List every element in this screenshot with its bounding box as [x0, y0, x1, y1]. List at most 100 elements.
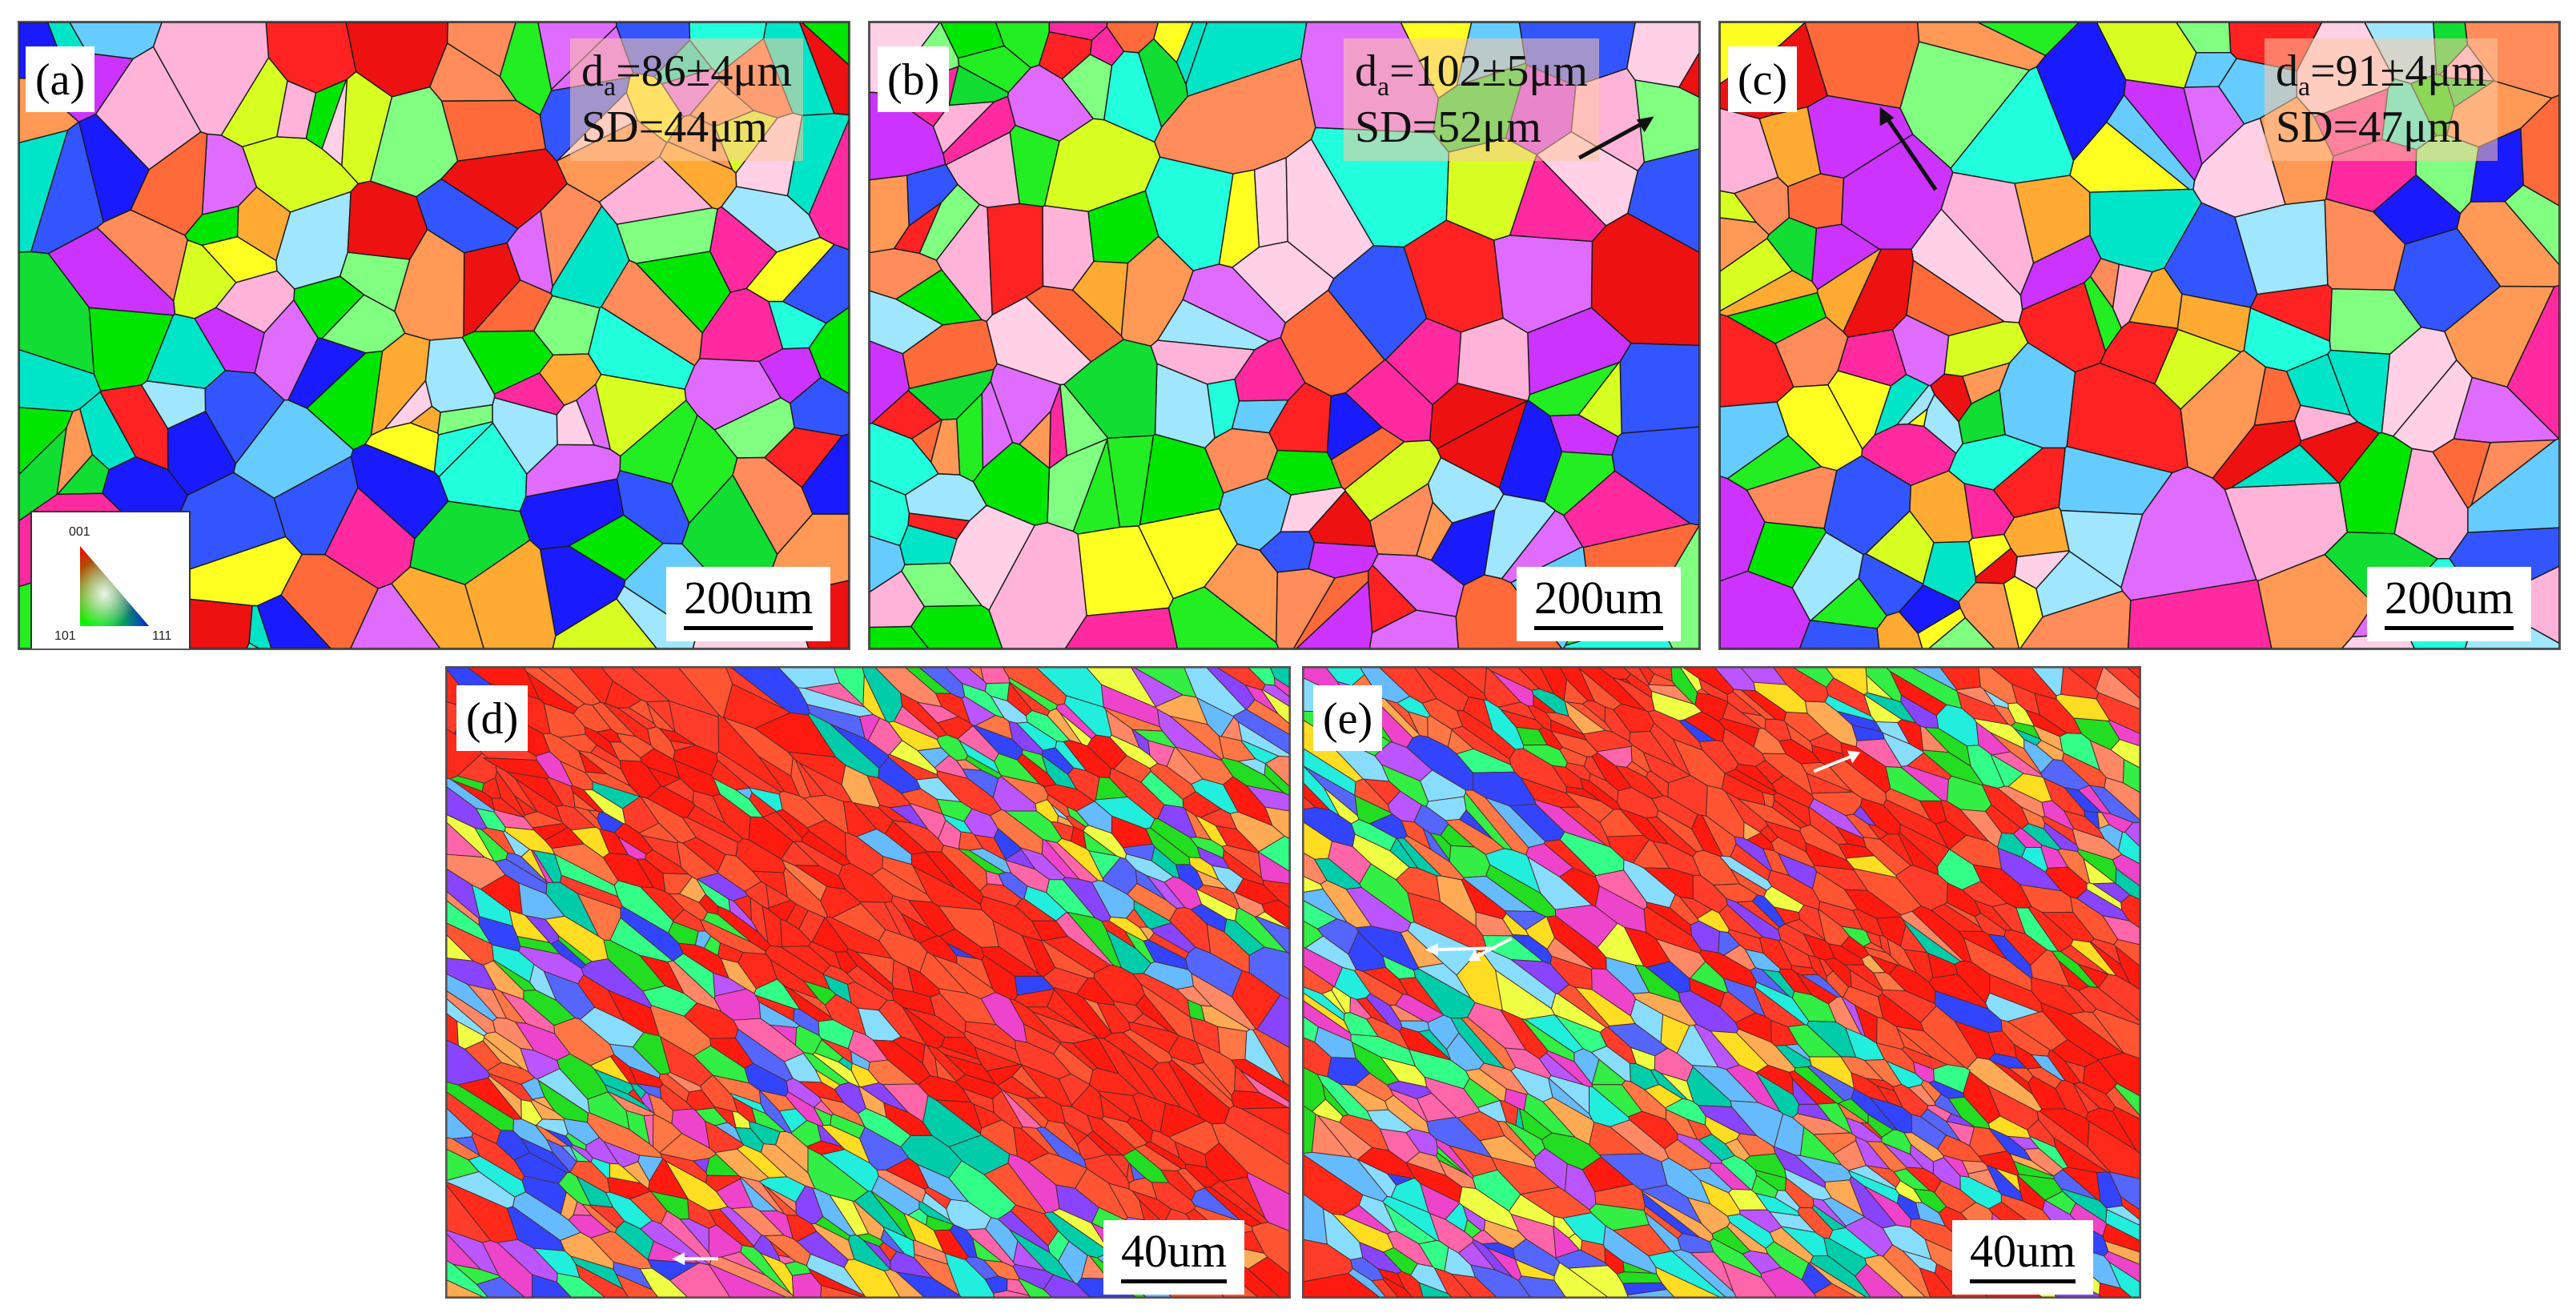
grain: [1212, 865, 1244, 893]
grain: [814, 1038, 844, 1062]
grain: [858, 1107, 911, 1147]
grain: [1123, 1029, 1173, 1063]
grain: [1958, 389, 2006, 445]
grain: [1630, 1046, 1656, 1070]
grain: [737, 1144, 788, 1178]
grain: [2104, 1240, 2140, 1265]
grain: [794, 865, 846, 890]
grain: [593, 1068, 634, 1094]
grain: [2007, 1011, 2068, 1051]
grain: [2087, 1121, 2140, 1179]
grain: [1056, 837, 1104, 882]
grain: [1899, 584, 1961, 634]
ipf-triangle-icon: [80, 546, 149, 626]
grain: [1946, 1113, 1975, 1128]
grain: [1806, 773, 1853, 794]
grain: [798, 1081, 845, 1103]
grain: [1616, 1271, 1662, 1284]
grain: [184, 205, 239, 247]
grain: [461, 330, 554, 395]
grain: [1304, 1000, 1352, 1042]
panel-c-sd: SD=47μm: [2276, 102, 2462, 153]
grain: [855, 951, 894, 985]
grain: [2031, 977, 2085, 1015]
grain: [2055, 1079, 2088, 1119]
grain: [492, 397, 558, 475]
grain: [1248, 946, 1289, 1000]
grain: [721, 186, 822, 253]
grain: [1940, 799, 1989, 842]
grain: [1851, 1088, 1898, 1130]
grain: [1344, 359, 1433, 443]
grain: [1382, 1275, 1413, 1297]
grain: [935, 203, 993, 323]
grain: [2053, 1137, 2108, 1173]
grain: [1132, 1013, 1171, 1032]
grain: [505, 852, 549, 885]
grain: [1009, 1229, 1075, 1283]
grain: [1067, 911, 1122, 969]
grain: [1841, 996, 1866, 1037]
grain: [846, 965, 894, 1002]
grain: [1174, 1141, 1208, 1168]
grain: [1120, 235, 1194, 347]
grain-cells: [870, 22, 1699, 648]
grain: [1538, 1053, 1584, 1086]
grain: [1326, 391, 1383, 460]
grain: [629, 1066, 664, 1088]
grain: [545, 915, 609, 962]
grain: [1720, 107, 1779, 195]
grain: [1667, 774, 1708, 817]
grain: [1304, 876, 1324, 893]
grain: [616, 1274, 659, 1297]
panel-a-ipf-map: (a) da=86±4μm SD=44μm 001 101 111: [18, 21, 850, 650]
grain: [1485, 864, 1557, 917]
grain: [1604, 706, 1631, 742]
grain: [932, 954, 996, 999]
grain: [813, 1106, 832, 1126]
grain: [2044, 866, 2088, 899]
grain: [876, 1169, 926, 1203]
panel-a-scale-bar: 200um: [666, 567, 831, 641]
grain: [1304, 946, 1343, 987]
grain: [981, 954, 1018, 1001]
grain: [1011, 1065, 1047, 1098]
panel-e-scale-label: 40um: [1970, 1225, 2076, 1277]
grain: [1560, 806, 1611, 848]
grain: [2118, 831, 2140, 865]
grain: [1619, 343, 1699, 434]
grain: [1646, 961, 1691, 994]
panel-c-mean-size: da=91±4μm: [2276, 46, 2486, 102]
grain: [647, 1259, 699, 1281]
grain: [768, 300, 827, 350]
grain: [901, 788, 943, 815]
grain: [804, 682, 866, 708]
grain: [2100, 321, 2179, 385]
grain: [1379, 1128, 1421, 1163]
grain: [1001, 1089, 1043, 1129]
grain: [907, 1208, 928, 1226]
grain: [577, 750, 630, 786]
grain: [1758, 936, 1792, 970]
grain: [1963, 483, 2015, 540]
grain: [1863, 946, 1901, 966]
grain: [506, 1206, 565, 1251]
panel-b-grain-stats: da=102±5μm SD=52μm: [1344, 38, 1599, 161]
grain: [1719, 855, 1773, 891]
ipf-label-001: 001: [69, 525, 90, 539]
grain: [1261, 689, 1289, 725]
panel-a-grain-stats: da=86±4μm SD=44μm: [570, 38, 803, 161]
grain: [647, 726, 676, 761]
grain: [601, 668, 669, 703]
grain: [2520, 94, 2559, 207]
grain: [2105, 1209, 2140, 1241]
grain: [716, 751, 782, 795]
grain: [1801, 1262, 1832, 1295]
grain: [2034, 693, 2083, 734]
grain: [1401, 820, 1432, 850]
grain: [1253, 157, 1288, 248]
grain: [1974, 900, 2013, 931]
panel-a-scale-label: 200um: [684, 572, 814, 624]
grain: [2329, 288, 2422, 355]
grain: [1770, 775, 1814, 808]
